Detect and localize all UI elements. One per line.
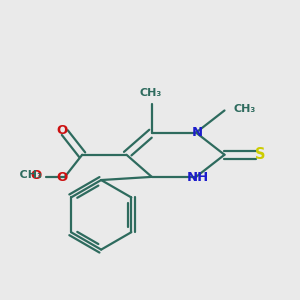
Text: NH: NH bbox=[187, 171, 209, 184]
Text: O: O bbox=[57, 171, 68, 184]
Text: O: O bbox=[56, 124, 67, 136]
Text: O: O bbox=[31, 169, 42, 182]
Text: CH₃: CH₃ bbox=[234, 104, 256, 114]
Text: N: N bbox=[192, 126, 203, 139]
Text: CH₃: CH₃ bbox=[8, 170, 42, 180]
Text: S: S bbox=[255, 147, 265, 162]
Text: CH₃: CH₃ bbox=[139, 88, 161, 98]
